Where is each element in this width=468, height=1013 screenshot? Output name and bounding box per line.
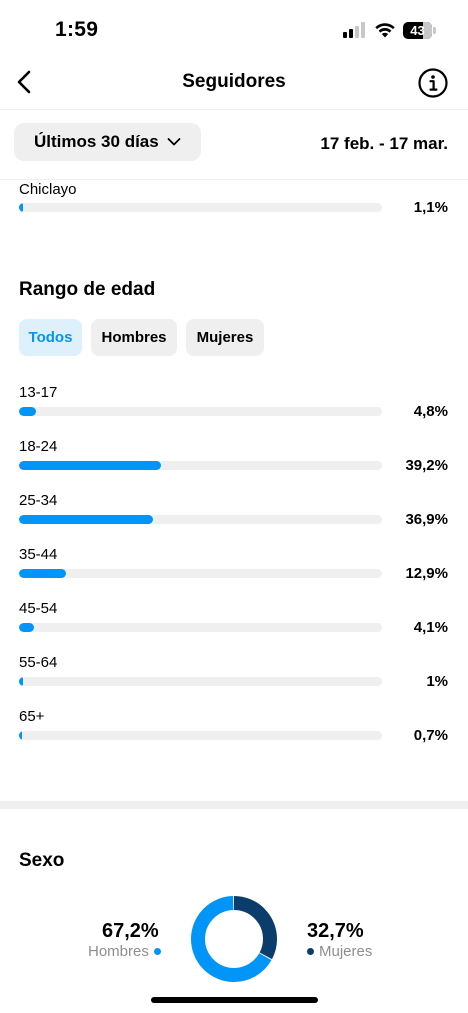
age-bar-fill bbox=[19, 461, 161, 470]
age-row-value: 39,2% bbox=[405, 457, 448, 474]
age-bar-fill bbox=[19, 515, 153, 524]
city-row: Chiclayo 1,1% bbox=[0, 180, 468, 220]
chevron-left-icon bbox=[17, 70, 31, 94]
age-row: 18-24 39,2% bbox=[0, 434, 468, 488]
info-button[interactable] bbox=[416, 66, 450, 100]
status-time: 1:59 bbox=[55, 18, 99, 41]
women-legend-label: Mujeres bbox=[319, 943, 373, 960]
age-row: 25-34 36,9% bbox=[0, 488, 468, 542]
cellular-signal-icon bbox=[343, 22, 367, 38]
tab-mujeres[interactable]: Mujeres bbox=[186, 319, 264, 356]
tab-todos[interactable]: Todos bbox=[19, 319, 82, 356]
city-bar-track bbox=[19, 203, 382, 212]
men-legend: Hombres bbox=[88, 943, 161, 960]
age-row-label: 45-54 bbox=[19, 600, 58, 617]
age-row-value: 4,8% bbox=[413, 403, 448, 420]
age-row-label: 13-17 bbox=[19, 384, 58, 401]
age-bar-fill bbox=[19, 731, 22, 740]
section-divider bbox=[0, 801, 468, 809]
age-bar-track bbox=[19, 407, 382, 416]
age-section-title: Rango de edad bbox=[19, 279, 156, 300]
age-bar-track bbox=[19, 677, 382, 686]
age-row: 55-64 1% bbox=[0, 650, 468, 704]
nav-header: Seguidores bbox=[0, 56, 468, 110]
age-bar-track bbox=[19, 515, 382, 524]
age-row-label: 25-34 bbox=[19, 492, 58, 509]
filter-bar: Últimos 30 días 17 feb. - 17 mar. bbox=[0, 110, 468, 180]
age-row: 45-54 4,1% bbox=[0, 596, 468, 650]
city-label: Chiclayo bbox=[19, 181, 77, 198]
status-bar: 1:59 43 bbox=[0, 0, 468, 62]
date-range-text: 17 feb. - 17 mar. bbox=[320, 134, 448, 153]
age-row: 65+ 0,7% bbox=[0, 704, 468, 758]
page-title: Seguidores bbox=[182, 71, 286, 92]
gender-section-title: Sexo bbox=[19, 850, 65, 871]
age-bar-track bbox=[19, 623, 382, 632]
date-range-dropdown[interactable]: Últimos 30 días bbox=[14, 123, 201, 161]
age-row-value: 12,9% bbox=[405, 565, 448, 582]
men-legend-label: Hombres bbox=[88, 943, 149, 960]
men-legend-dot bbox=[153, 948, 161, 955]
women-percentage: 32,7% bbox=[307, 920, 364, 942]
age-bar-track bbox=[19, 731, 382, 740]
gender-donut-chart bbox=[191, 896, 277, 982]
age-row: 13-17 4,8% bbox=[0, 380, 468, 434]
battery-level: 43 bbox=[410, 23, 425, 38]
age-row-value: 4,1% bbox=[413, 619, 448, 636]
age-row-value: 1% bbox=[426, 673, 448, 690]
women-legend-dot bbox=[307, 948, 314, 955]
men-percentage: 67,2% bbox=[102, 920, 159, 942]
age-bar-fill bbox=[19, 677, 23, 686]
age-bar-track bbox=[19, 461, 382, 470]
tab-hombres[interactable]: Hombres bbox=[91, 319, 177, 356]
age-row-value: 36,9% bbox=[405, 511, 448, 528]
age-row-label: 18-24 bbox=[19, 438, 58, 455]
back-button[interactable] bbox=[8, 64, 44, 100]
age-row-label: 65+ bbox=[19, 708, 45, 725]
age-row: 35-44 12,9% bbox=[0, 542, 468, 596]
home-indicator bbox=[151, 997, 318, 1003]
city-bar-fill bbox=[19, 203, 23, 212]
age-row-value: 0,7% bbox=[413, 727, 448, 744]
age-bar-track bbox=[19, 569, 382, 578]
women-legend: Mujeres bbox=[307, 943, 372, 960]
age-bar-fill bbox=[19, 569, 66, 578]
women-slice bbox=[191, 896, 277, 982]
age-row-label: 35-44 bbox=[19, 546, 58, 563]
wifi-icon bbox=[375, 23, 395, 38]
age-bar-fill bbox=[19, 407, 36, 416]
men-slice bbox=[191, 896, 277, 982]
chevron-down-icon bbox=[167, 138, 181, 146]
age-row-label: 55-64 bbox=[19, 654, 58, 671]
date-range-dropdown-label: Últimos 30 días bbox=[34, 132, 159, 151]
battery-icon: 43 bbox=[403, 22, 436, 39]
info-icon bbox=[418, 68, 448, 98]
city-value: 1,1% bbox=[413, 199, 448, 216]
age-bar-fill bbox=[19, 623, 34, 632]
